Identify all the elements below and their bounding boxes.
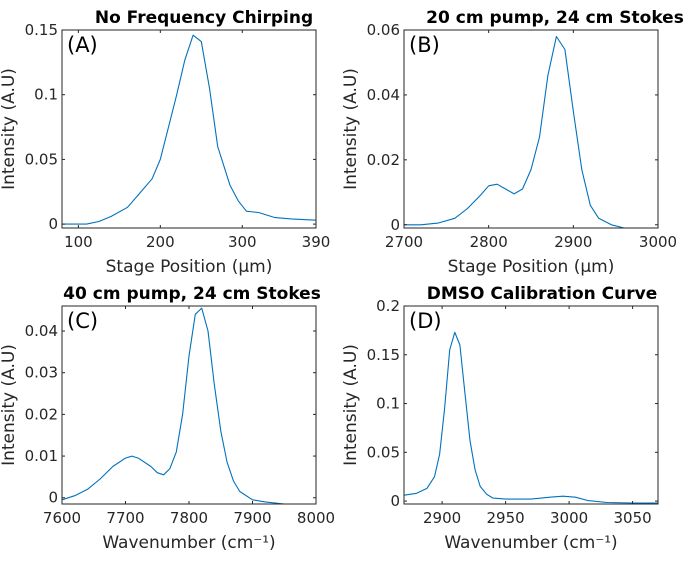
y-tick-label: 0.1 — [376, 395, 400, 413]
y-tick-label: 0.05 — [367, 443, 400, 461]
x-tick-label: 7800 — [170, 509, 208, 527]
x-axis-label: Wavenumber (cm⁻¹) — [102, 533, 275, 553]
plot-frame — [403, 29, 659, 229]
y-tick-label: 0.04 — [367, 86, 400, 104]
panel-d: 2900 2950 3000 3050 0 0.05 0.1 0.15 0.2 DMSO Cali… — [341, 284, 659, 553]
panel-label: (D) — [409, 309, 442, 333]
series-line — [62, 34, 317, 225]
y-axis-label: Intensity (A.U) — [341, 344, 361, 466]
y-tick-label: 0.15 — [25, 21, 58, 39]
x-tick-label: 3000 — [550, 509, 588, 527]
y-tick-label: 0 — [390, 216, 400, 234]
plot-frame — [61, 29, 317, 229]
x-axis-label: Wavenumber (cm⁻¹) — [444, 533, 617, 553]
chart-title: 40 cm pump, 24 cm Stokes — [63, 284, 321, 304]
x-tick-label: 3050 — [614, 509, 652, 527]
plot-frame — [403, 305, 659, 505]
y-tick-label: 0.2 — [376, 297, 400, 315]
panel-b: 2700 2800 2900 3000 0 0.02 0.04 0.06 20 cm pump,… — [341, 8, 684, 277]
x-axis-label: Stage Position (μm) — [448, 257, 615, 277]
series-line — [404, 35, 658, 229]
y-tick-label: 0.02 — [367, 151, 400, 169]
chart-title: 20 cm pump, 24 cm Stokes — [426, 8, 684, 28]
x-tick-label: 8000 — [297, 509, 335, 527]
x-tick-label: 3000 — [639, 233, 677, 251]
x-tick-label: 7700 — [106, 509, 144, 527]
x-tick-label: 2800 — [470, 233, 508, 251]
x-tick-label: 2900 — [423, 509, 461, 527]
y-tick-label: 0 — [48, 489, 58, 507]
series-line — [403, 331, 658, 504]
x-tick-label: 200 — [146, 233, 175, 251]
panel-a: 100 200 300 390 0 0.05 0.1 0.15 No Frequency Chi… — [0, 8, 330, 277]
x-tick-label: 7600 — [43, 509, 81, 527]
x-tick-label: 300 — [228, 233, 257, 251]
y-tick-label: 0.04 — [25, 322, 58, 340]
x-tick-label: 2900 — [554, 233, 592, 251]
x-tick-label: 390 — [302, 233, 331, 251]
y-tick-label: 0.1 — [34, 86, 58, 104]
y-tick-label: 0 — [390, 492, 400, 510]
y-axis-label: Intensity (A.U) — [341, 68, 361, 190]
chart-title: No Frequency Chirping — [95, 8, 313, 28]
x-tick-label: 100 — [64, 233, 93, 251]
y-tick-label: 0.02 — [25, 405, 58, 423]
x-tick-label: 2700 — [385, 233, 423, 251]
chart-title: DMSO Calibration Curve — [427, 284, 658, 304]
y-tick-label: 0.01 — [25, 447, 58, 465]
y-tick-label: 0.06 — [367, 21, 400, 39]
plot-frame — [61, 305, 317, 505]
y-tick-label: 0.15 — [367, 346, 400, 364]
series-line — [61, 307, 316, 505]
panel-c: 7600 7700 7800 7900 8000 0 0.01 0.02 0.03 0.04 40 … — [0, 284, 335, 553]
panel-label: (C) — [67, 309, 98, 333]
y-tick-label: 0.03 — [25, 364, 58, 382]
y-tick-label: 0.05 — [25, 150, 58, 168]
x-axis-label: Stage Position (μm) — [106, 257, 273, 277]
y-axis-label: Intensity (A.U) — [0, 344, 19, 466]
x-tick-label: 2950 — [487, 509, 525, 527]
y-tick-label: 0 — [48, 215, 58, 233]
panel-label: (A) — [67, 33, 98, 57]
x-tick-label: 7900 — [233, 509, 271, 527]
y-axis-label: Intensity (A.U) — [0, 68, 19, 190]
panel-label: (B) — [409, 33, 440, 57]
